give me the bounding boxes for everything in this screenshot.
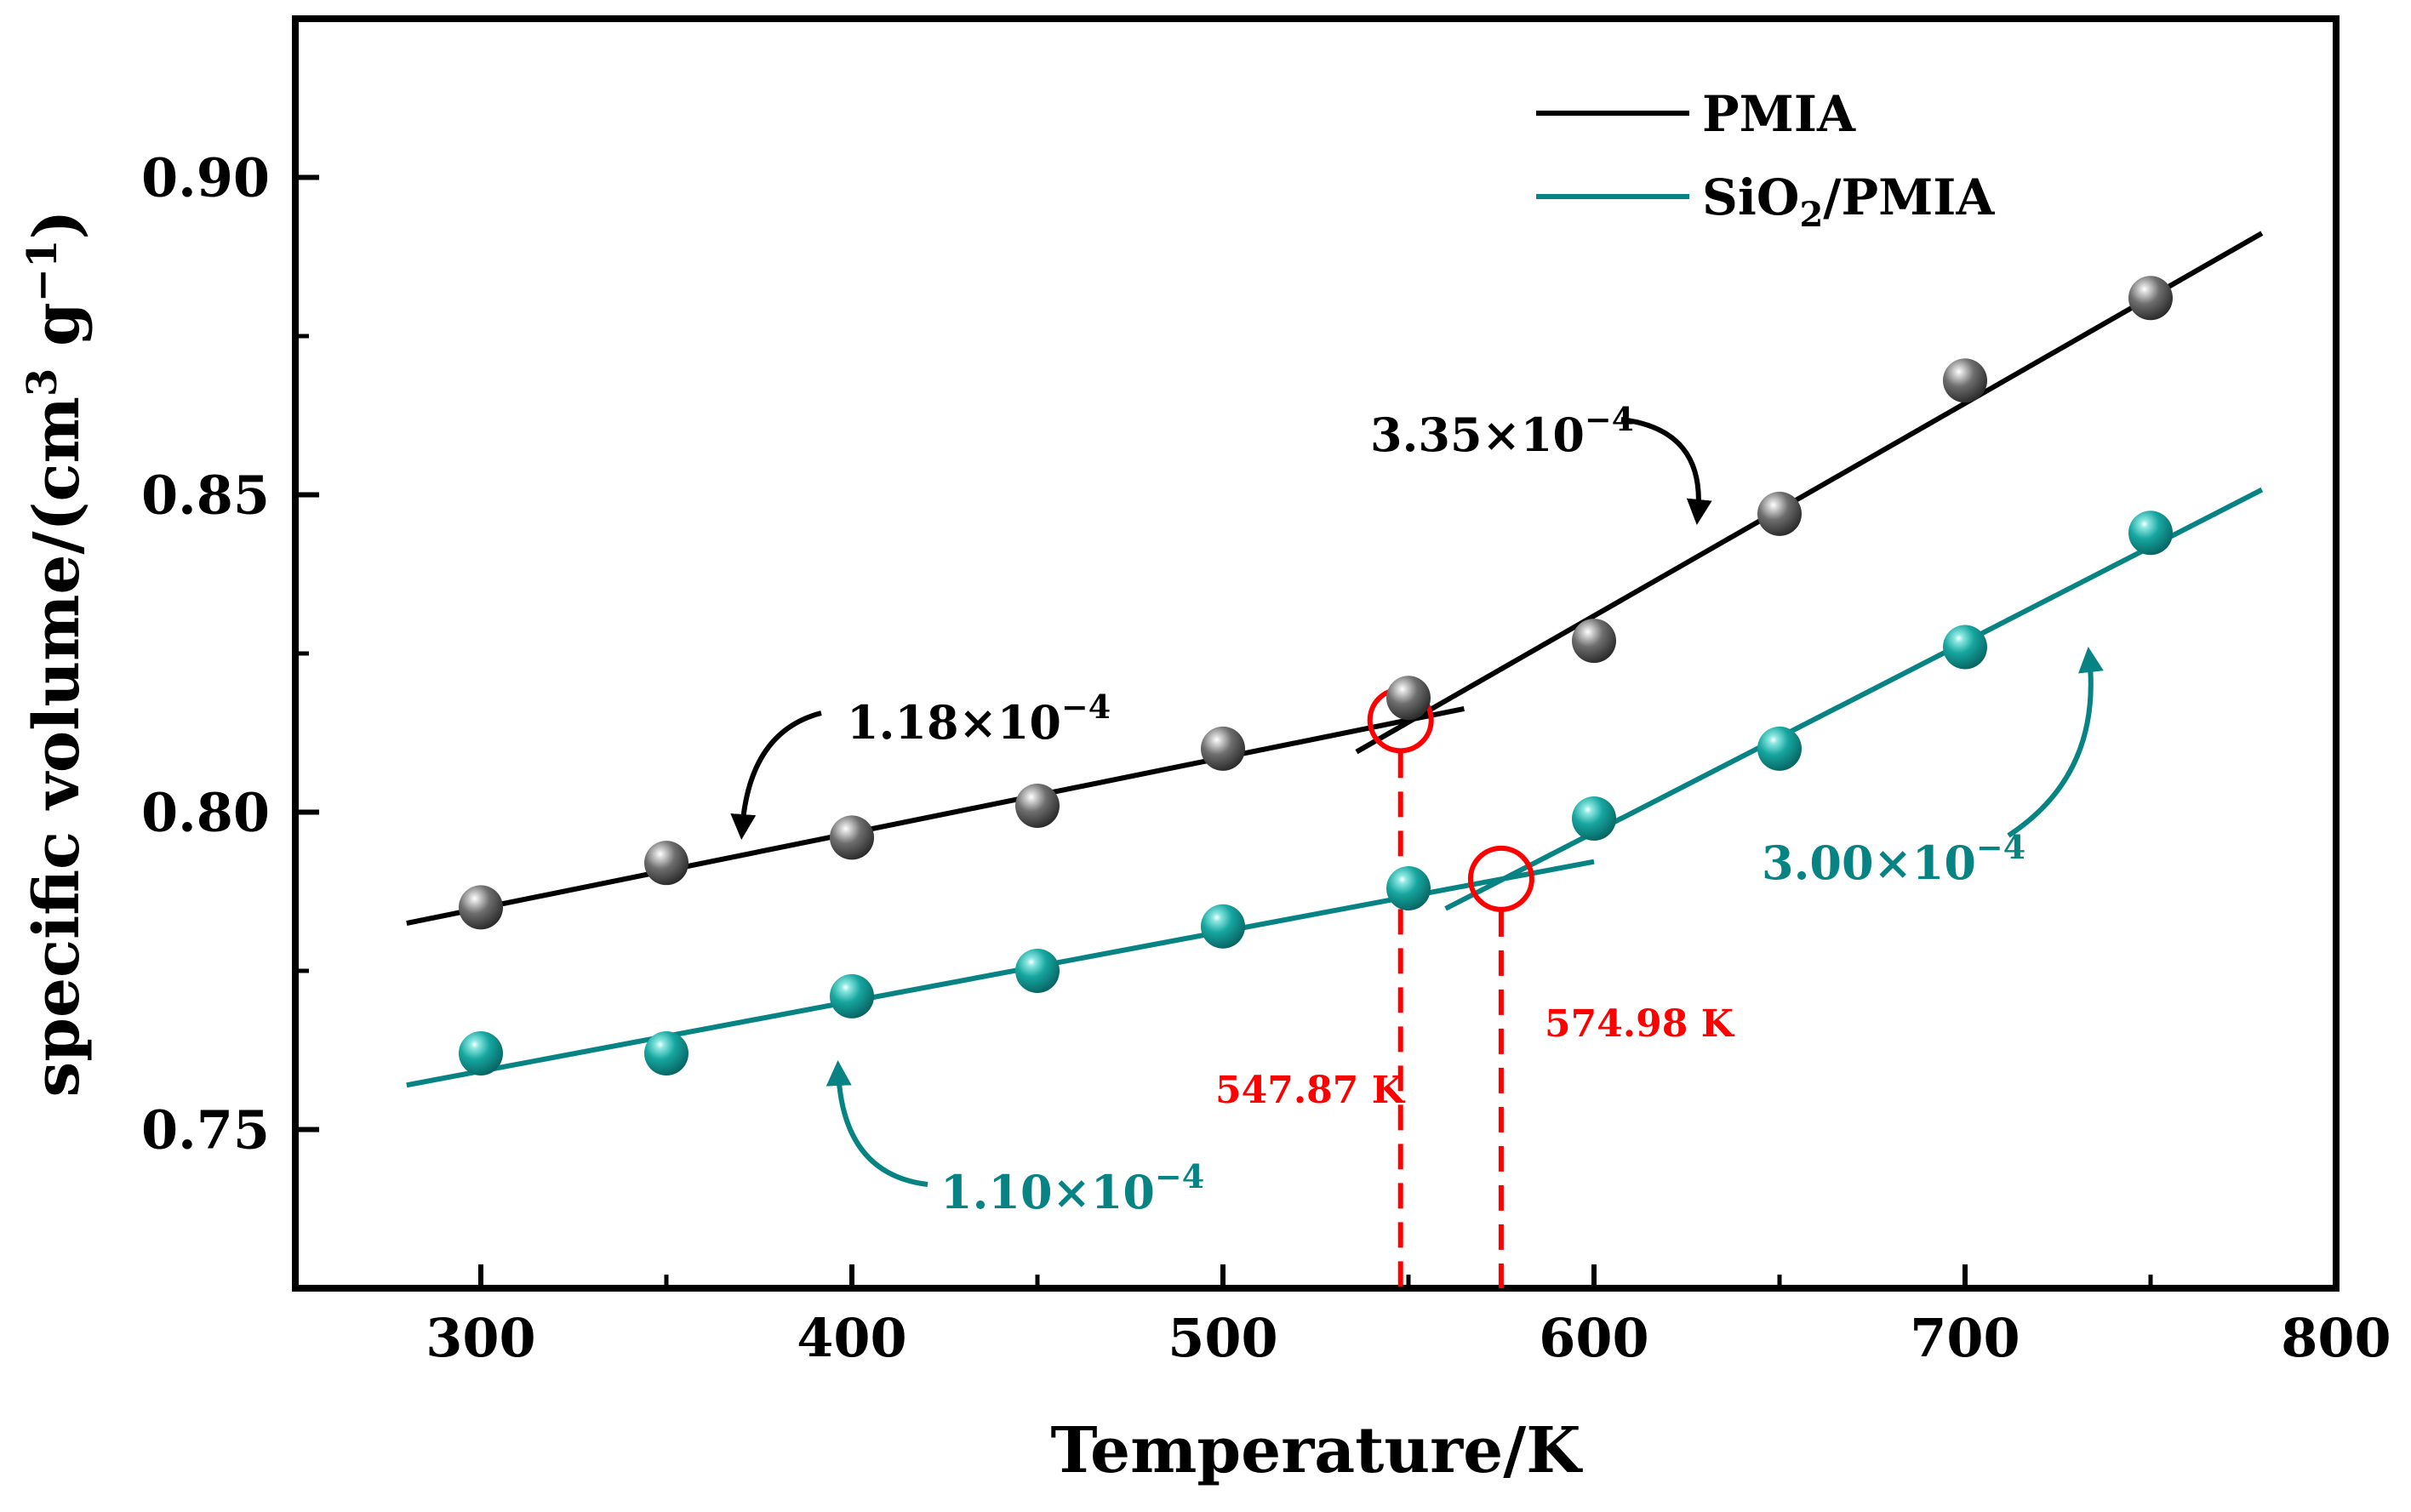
y-tick-label-0.80: 0.80 xyxy=(141,782,270,844)
data-point-pmia-500 xyxy=(1201,726,1245,771)
annotation-text-pmia-low: 1.18×10−4 xyxy=(847,688,1111,750)
data-point-sio2-pmia-450 xyxy=(1015,949,1060,993)
data-point-pmia-600 xyxy=(1572,619,1616,664)
data-point-sio2-pmia-600 xyxy=(1572,796,1616,841)
annotation-text-sio2-high: 3.00×10−4 xyxy=(1762,828,2025,890)
transition-marks xyxy=(1367,687,1534,1288)
fit-line-sio2-pmia-rubbery xyxy=(1444,487,2264,911)
x-tick-label-600: 600 xyxy=(1539,1307,1648,1369)
y-tick-label-0.85: 0.85 xyxy=(141,465,270,527)
x-axis-title: Temperature/K xyxy=(1050,1414,1583,1487)
data-points xyxy=(459,276,2173,1076)
fit-line-pmia-rubbery xyxy=(1355,231,2264,755)
y-axis-ticks: 0.75 0.80 0.85 0.90 xyxy=(141,147,319,1161)
annotation-pmia-high: 3.35×10−4 xyxy=(1370,400,1712,525)
data-point-sio2-pmia-650 xyxy=(1757,726,1802,771)
annotation-arrow-pmia-high xyxy=(1620,417,1712,525)
x-tick-label-400: 400 xyxy=(797,1307,906,1369)
annotation-text-pmia-high: 3.35×10−4 xyxy=(1370,400,1634,462)
annotation-arrow-pmia-low xyxy=(730,710,822,840)
y-tick-label-0.75: 0.75 xyxy=(141,1099,270,1161)
data-point-sio2-pmia-700 xyxy=(1943,625,1987,670)
annotation-arrow-sio2-low xyxy=(826,1060,928,1187)
legend-label-sio2-pmia: SiO2/PMIA xyxy=(1702,168,1995,235)
transition-label-sio2-pmia: 574.98 K xyxy=(1545,1002,1735,1046)
fit-lines xyxy=(406,231,2264,1088)
data-point-pmia-450 xyxy=(1015,784,1060,829)
data-point-sio2-pmia-350 xyxy=(644,1030,688,1076)
annotation-text-sio2-low: 1.10×10−4 xyxy=(940,1157,1204,1219)
data-point-sio2-pmia-400 xyxy=(830,973,874,1018)
x-tick-label-300: 300 xyxy=(426,1307,535,1369)
data-point-pmia-700 xyxy=(1943,358,1987,403)
legend-label-pmia: PMIA xyxy=(1702,85,1856,143)
x-tick-label-500: 500 xyxy=(1168,1307,1277,1369)
data-point-pmia-550 xyxy=(1386,676,1431,721)
x-axis-ticks: 300 400 500 600 700 800 xyxy=(426,1264,2391,1369)
data-point-sio2-pmia-500 xyxy=(1201,904,1245,949)
legend: PMIA SiO2/PMIA xyxy=(1536,85,1995,235)
annotation-sio2-high: 3.00×10−4 xyxy=(1762,647,2104,890)
y-axis-title: specific volume/(cm3 g−1) xyxy=(19,210,94,1098)
data-point-pmia-650 xyxy=(1757,491,1802,536)
data-point-sio2-pmia-550 xyxy=(1386,866,1431,911)
annotation-sio2-low: 1.10×10−4 xyxy=(826,1060,1204,1219)
data-point-pmia-300 xyxy=(459,885,503,930)
transition-circle-sio2-pmia xyxy=(1467,845,1534,912)
x-tick-label-700: 700 xyxy=(1910,1307,2020,1369)
x-tick-label-800: 800 xyxy=(2281,1307,2391,1369)
data-point-sio2-pmia-300 xyxy=(459,1030,503,1076)
data-point-sio2-pmia-750 xyxy=(2128,511,2173,556)
transition-label-pmia: 547.87 K xyxy=(1215,1069,1406,1112)
data-point-pmia-750 xyxy=(2128,276,2173,321)
data-point-pmia-350 xyxy=(644,841,688,886)
data-point-pmia-400 xyxy=(830,815,874,860)
annotation-arrow-sio2-high xyxy=(2007,647,2104,838)
y-tick-label-0.90: 0.90 xyxy=(141,147,270,209)
annotation-pmia-low: 1.18×10−4 xyxy=(730,688,1111,840)
fit-line-pmia-glassy xyxy=(406,705,1465,926)
